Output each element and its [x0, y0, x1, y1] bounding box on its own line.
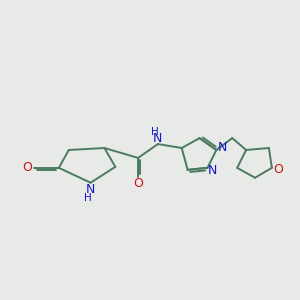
Text: H: H — [151, 127, 159, 137]
Text: O: O — [22, 161, 32, 174]
Text: O: O — [133, 177, 143, 190]
Text: H: H — [84, 193, 92, 203]
Text: N: N — [218, 141, 227, 154]
Text: N: N — [86, 183, 95, 196]
Text: O: O — [274, 163, 283, 176]
Text: N: N — [153, 132, 163, 145]
Text: N: N — [208, 164, 218, 177]
